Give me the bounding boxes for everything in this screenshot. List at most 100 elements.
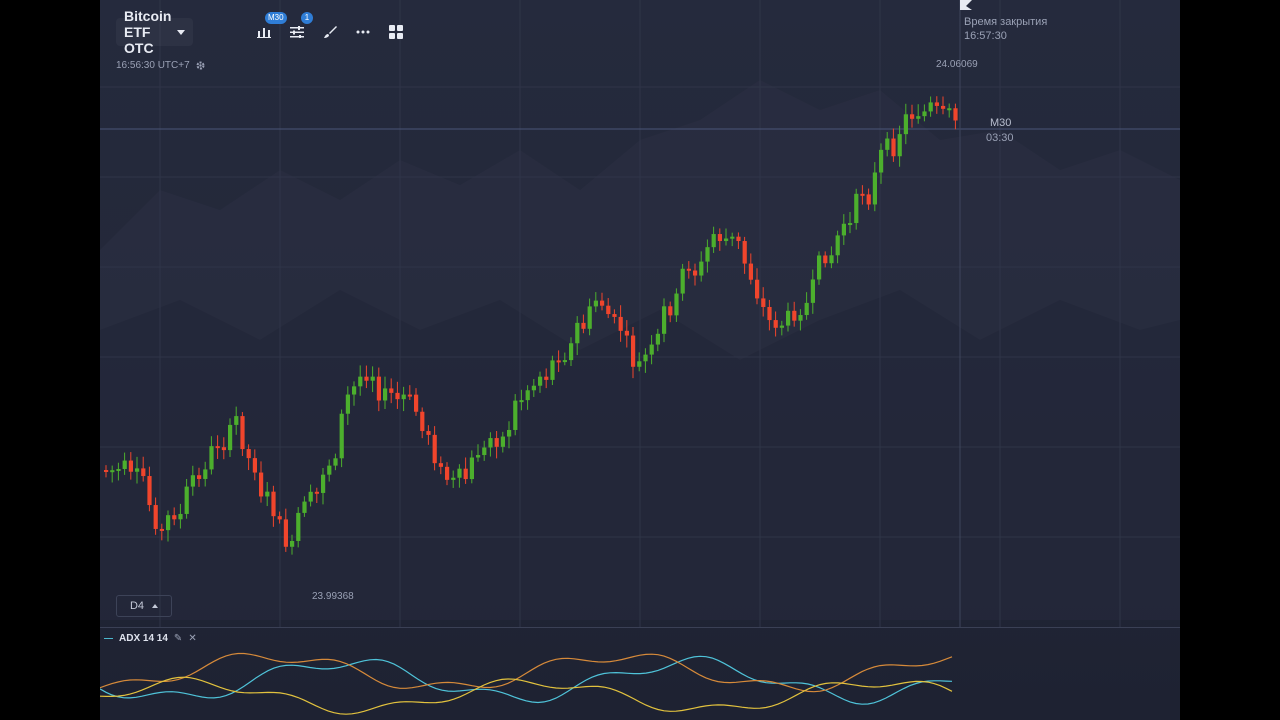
candle-body	[228, 424, 233, 451]
candle-body	[110, 470, 115, 473]
candle-body	[730, 236, 735, 239]
more-button[interactable]	[348, 18, 378, 46]
candle-body	[364, 376, 369, 381]
trading-app: Bitcoin ETF OTC M30 1	[100, 0, 1180, 720]
candle-body	[234, 416, 239, 425]
candle-body	[531, 385, 536, 391]
candle-body	[556, 360, 561, 363]
candle-body	[823, 255, 828, 264]
candle-body	[432, 434, 437, 464]
chart-canvas[interactable]	[100, 0, 1180, 720]
candle-body	[618, 316, 623, 331]
candle-body	[519, 400, 524, 403]
candle-body	[748, 263, 753, 280]
candle-body	[550, 360, 555, 380]
indicator-label: ADX 14 14	[119, 632, 168, 644]
candle-body	[761, 298, 766, 307]
candle-body	[934, 102, 939, 106]
candle-body	[283, 519, 288, 547]
candle-body	[259, 472, 264, 497]
high-price-label: 24.06069	[936, 59, 978, 70]
candle-body	[383, 388, 388, 401]
minus-di-line	[100, 676, 953, 715]
candle-body	[482, 447, 487, 456]
candle-body	[451, 477, 456, 480]
candle-body	[345, 394, 350, 414]
candle-body	[116, 468, 121, 471]
layout-grid-icon	[389, 25, 403, 39]
candle-body	[724, 238, 729, 242]
zoom-period-label: D4	[129, 600, 145, 612]
drawing-tools-button[interactable]	[315, 18, 345, 46]
candle-body	[941, 105, 946, 109]
candle-body	[947, 108, 952, 111]
candle-body	[953, 108, 958, 121]
candle-body	[662, 306, 667, 334]
candle-body	[240, 416, 245, 450]
candle-body	[407, 394, 412, 397]
flag-icon	[960, 0, 972, 10]
candle-body	[296, 512, 301, 541]
candle-body	[705, 247, 710, 262]
zoom-period-button[interactable]: D4	[116, 595, 172, 617]
candle-body	[327, 465, 332, 475]
indicators-count-badge: 1	[301, 12, 313, 24]
candle-body	[166, 515, 171, 531]
candle-body	[600, 300, 605, 306]
candle-body	[420, 411, 425, 432]
gear-icon[interactable]	[196, 61, 205, 70]
candle-body	[476, 455, 481, 458]
candle-body	[798, 315, 803, 321]
collapse-icon[interactable]: —	[104, 633, 113, 643]
candle-body	[172, 515, 177, 520]
candle-body	[209, 446, 214, 470]
candle-body	[463, 468, 468, 480]
candle-body	[500, 436, 505, 447]
candle-body	[922, 111, 927, 117]
candle-body	[153, 505, 158, 529]
candle-body	[643, 354, 648, 362]
candle-body	[426, 431, 431, 435]
candle-body	[494, 438, 499, 447]
candle-body	[624, 330, 629, 336]
candle-body	[290, 540, 295, 547]
candle-body	[252, 458, 257, 473]
candle-body	[401, 394, 406, 400]
candle-body	[655, 333, 660, 345]
candle-body	[414, 394, 419, 412]
chevron-down-icon	[177, 29, 186, 35]
candle-body	[215, 446, 220, 449]
indicator-divider[interactable]	[100, 627, 1180, 628]
candle-body	[321, 474, 326, 493]
remove-indicator-icon[interactable]: ✕	[188, 632, 197, 644]
chart-type-button[interactable]: M30	[249, 12, 287, 46]
edit-pencil-icon[interactable]: ✎	[173, 632, 183, 644]
candle-body	[742, 241, 747, 264]
candle-body	[717, 234, 722, 242]
indicators-button[interactable]: 1	[282, 12, 313, 46]
candle-body	[885, 138, 890, 150]
candle-body	[389, 388, 394, 393]
candle-body	[866, 194, 871, 205]
candle-body	[575, 322, 580, 344]
indicator-header: — ADX 14 14 ✎ ✕	[104, 631, 197, 645]
candle-body	[438, 463, 443, 467]
candle-body	[246, 449, 251, 459]
candle-body	[891, 138, 896, 157]
asset-selector[interactable]: Bitcoin ETF OTC	[116, 8, 194, 56]
candle-body	[178, 513, 183, 520]
candle-body	[513, 400, 518, 430]
candle-body	[693, 270, 698, 276]
candle-body	[810, 279, 815, 303]
candle-body	[569, 343, 574, 361]
adx-line	[100, 655, 953, 705]
candle-body	[637, 361, 642, 367]
candle-body	[680, 268, 685, 294]
candle-body	[104, 470, 109, 472]
candle-body	[848, 223, 853, 226]
layout-button[interactable]	[381, 18, 411, 46]
candle-body	[538, 376, 543, 386]
candle-body	[308, 491, 313, 502]
candle-body	[271, 491, 276, 517]
expiration-title: Время закрытия	[964, 16, 1048, 28]
